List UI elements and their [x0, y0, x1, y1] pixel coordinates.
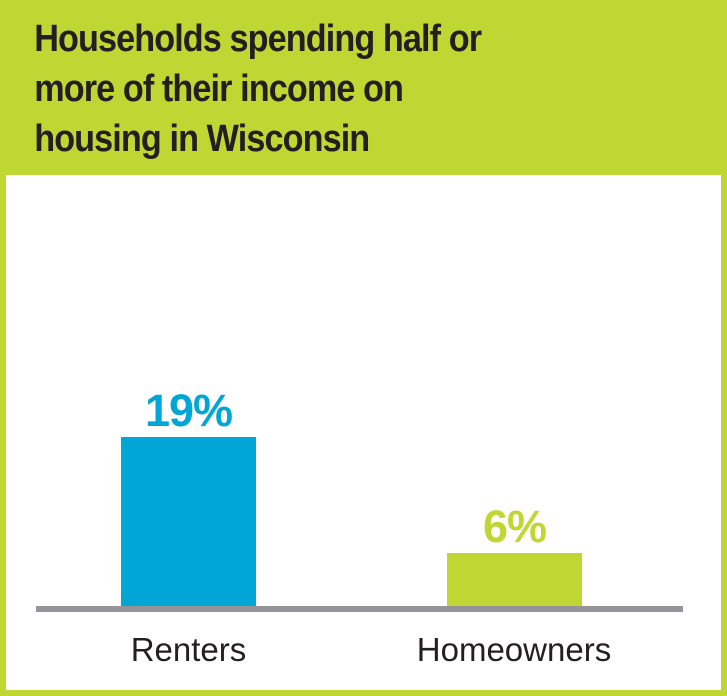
x-axis-line [36, 606, 683, 612]
bar-homeowners [447, 553, 582, 606]
bar-renters [121, 437, 256, 606]
value-label-renters: 19% [144, 385, 233, 436]
bar-chart: 19% 6% Renters Homeowners [0, 175, 727, 696]
bar-group-homeowners: 6% [447, 501, 582, 606]
category-label-homeowners: Homeowners [416, 631, 612, 668]
chart-header: Households spending half or more of thei… [0, 0, 727, 175]
chart-title: Households spending half or more of thei… [0, 0, 654, 164]
value-label-homeowners: 6% [482, 501, 547, 552]
title-line-3: housing in Wisconsin [34, 118, 370, 160]
title-line-2: more of their income on [34, 68, 404, 110]
title-line-1: Households spending half or [34, 18, 482, 60]
bar-group-renters: 19% [121, 385, 256, 606]
category-label-renters: Renters [130, 631, 247, 668]
